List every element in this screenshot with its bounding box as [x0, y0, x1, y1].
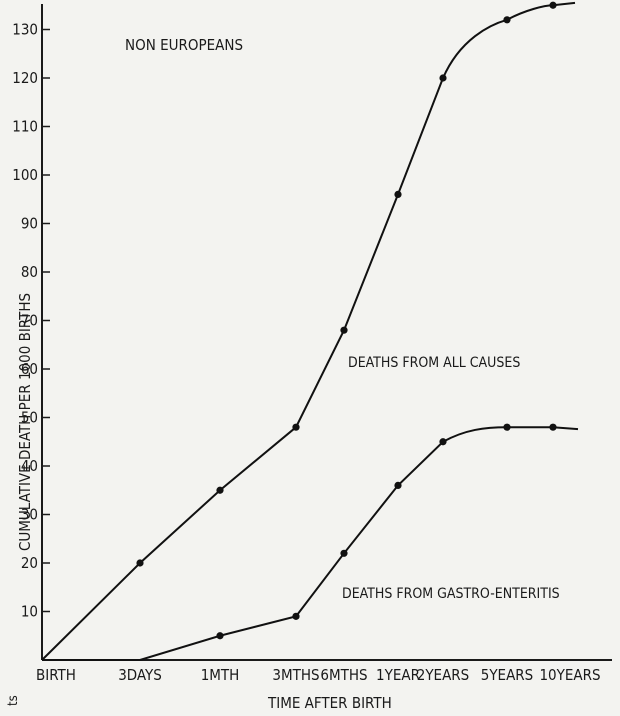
axes: [41, 4, 612, 661]
x-tick-label: 6MTHS: [320, 666, 367, 684]
series-label-gastro: DEATHS FROM GASTRO-ENTERITIS: [342, 586, 560, 602]
x-tick-label: 3DAYS: [118, 666, 162, 684]
data-point: [503, 16, 511, 24]
y-tick-label: 80: [21, 263, 38, 281]
chart-title: NON EUROPEANS: [125, 36, 243, 54]
data-point: [216, 486, 224, 494]
series-line: [42, 426, 579, 661]
y-tick-label: 100: [12, 166, 38, 184]
data-point: [216, 632, 224, 640]
y-tick-label: 20: [21, 554, 38, 572]
data-point: [340, 326, 348, 334]
y-tick-label: 50: [21, 409, 38, 427]
y-tick-label: 60: [21, 360, 38, 378]
data-point: [292, 612, 300, 620]
y-tick-label: 40: [21, 457, 38, 475]
edge-mark: ts: [6, 695, 21, 706]
data-point: [394, 481, 402, 489]
data-point: [136, 559, 144, 567]
data-point: [394, 190, 402, 198]
y-tick-label: 130: [12, 21, 38, 39]
data-point: [292, 423, 300, 431]
x-axis-title: TIME AFTER BIRTH: [267, 694, 392, 712]
y-tick-label: 90: [21, 215, 38, 233]
y-ticks: 10 20 30 40 50 60 70 80 90 100 110 120 130: [12, 21, 50, 621]
x-tick-label: 10YEARS: [539, 666, 600, 684]
x-tick-label: BIRTH: [36, 666, 76, 684]
y-axis-title: CUMULATIVE DEATH PER 1000 BIRTHS: [16, 293, 34, 551]
y-tick-label: 70: [21, 312, 38, 330]
series-label-all-causes: DEATHS FROM ALL CAUSES: [348, 355, 520, 371]
data-point: [439, 74, 447, 82]
x-tick-label: 5YEARS: [481, 666, 534, 684]
data-point: [549, 1, 557, 9]
y-tick-label: 30: [21, 506, 38, 524]
y-tick-label: 110: [12, 118, 38, 136]
y-tick-label: 10: [21, 603, 38, 621]
series-line: [41, 1, 576, 661]
x-tick-label: 3MTHS: [272, 666, 319, 684]
data-point: [439, 438, 447, 446]
data-point: [549, 423, 557, 431]
x-tick-label: 2YEARS: [417, 666, 470, 684]
y-tick-label: 120: [12, 69, 38, 87]
series-lines: [41, 1, 579, 661]
data-point: [340, 549, 348, 557]
x-tick-label: 1YEAR: [376, 666, 420, 684]
x-tick-label: 1MTH: [201, 666, 240, 684]
data-point: [503, 423, 511, 431]
